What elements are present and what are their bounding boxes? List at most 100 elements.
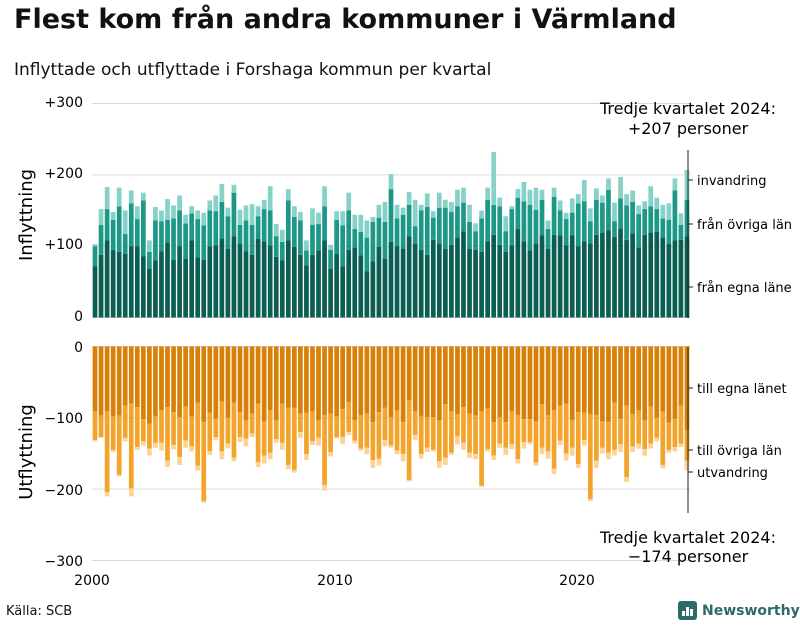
out-bar-egna [128, 346, 134, 404]
in-bar-utland [261, 199, 267, 210]
in-bar-utland [684, 169, 690, 200]
out-bar-ovriga [183, 406, 188, 441]
out-bar-egna [298, 346, 303, 414]
in-bar-egna [279, 260, 285, 318]
in-bar-utland [521, 181, 527, 202]
in-bar-ovriga [213, 211, 219, 246]
out-bar-egna [400, 346, 406, 423]
in-bar-egna [304, 265, 309, 318]
in-bar-ovriga [219, 201, 225, 239]
in-bar-ovriga [630, 201, 635, 234]
out-bar-egna [304, 346, 309, 413]
out-bar-ovriga [624, 405, 629, 478]
in-bar-utland [267, 186, 273, 211]
in-bar-ovriga [557, 210, 563, 236]
in-bar-utland [449, 201, 454, 212]
in-bar-egna [594, 234, 599, 318]
out-bar-egna [201, 346, 207, 423]
in-bar-utland [587, 208, 593, 222]
out-bar-utland [122, 437, 128, 442]
out-bar-utland [461, 442, 466, 450]
top-y-axis-title: Inflyttning [16, 169, 37, 261]
top-y-tick-label: +100 [45, 237, 83, 253]
out-bar-egna [352, 346, 358, 420]
out-bar-egna [140, 346, 146, 420]
in-bar-ovriga [104, 209, 110, 241]
in-bar-egna [400, 248, 406, 318]
out-bar-ovriga [418, 416, 424, 455]
in-bar-egna [171, 259, 176, 318]
in-bar-utland [231, 184, 237, 193]
in-bar-utland [473, 223, 478, 232]
out-bar-egna [394, 346, 400, 411]
in-bar-ovriga [672, 190, 678, 241]
in-bar-utland [443, 199, 448, 208]
in-bar-egna [461, 231, 466, 318]
in-bar-ovriga [654, 209, 660, 232]
top-y-tick-label: +200 [45, 166, 83, 182]
out-bar-utland [243, 438, 249, 447]
in-bar-ovriga [642, 209, 648, 235]
in-bar-egna [479, 251, 484, 318]
out-bar-utland [310, 441, 315, 445]
out-bar-utland [672, 447, 678, 452]
in-bar-utland [455, 189, 460, 207]
in-bar-utland [569, 198, 575, 213]
out-bar-egna [684, 346, 690, 430]
out-bar-ovriga [316, 419, 321, 438]
out-bar-egna [418, 346, 424, 417]
in-bar-egna [491, 234, 497, 318]
in-bar-egna [153, 260, 158, 318]
out-bar-ovriga [618, 418, 623, 445]
in-bar-ovriga [285, 200, 291, 241]
in-bar-egna [292, 246, 297, 318]
out-bar-utland [581, 439, 587, 446]
out-bar-utland [473, 454, 478, 460]
in-bar-utland [400, 207, 406, 215]
out-bar-ovriga [310, 411, 315, 442]
in-bar-egna [533, 243, 539, 318]
out-bar-egna [569, 346, 575, 420]
in-bar-egna [189, 240, 195, 318]
in-bar-ovriga [201, 225, 207, 260]
out-bar-ovriga [436, 420, 442, 462]
series-label-fran-egna-lane: från egna läne [697, 281, 792, 296]
in-bar-utland [461, 187, 466, 203]
out-bar-utland [503, 447, 509, 455]
in-bar-utland [147, 240, 152, 252]
in-bar-egna [666, 244, 672, 318]
in-bar-egna [195, 257, 201, 318]
in-bar-utland [612, 202, 617, 222]
out-bar-egna [624, 346, 629, 406]
out-bar-utland [328, 452, 333, 457]
out-bar-utland [539, 447, 545, 455]
out-bar-utland [491, 455, 497, 460]
out-bar-ovriga [551, 409, 557, 469]
in-bar-ovriga [551, 196, 557, 235]
in-bar-ovriga [455, 206, 460, 238]
in-bar-ovriga [424, 206, 430, 255]
out-bar-ovriga [563, 403, 569, 454]
out-bar-egna [461, 346, 466, 408]
bars-layer [92, 152, 690, 503]
in-bar-ovriga [153, 220, 158, 261]
out-bar-egna [455, 346, 460, 415]
in-bar-ovriga [195, 219, 201, 258]
out-bar-ovriga [122, 405, 128, 438]
out-bar-egna [473, 346, 478, 416]
out-bar-ovriga [539, 404, 545, 448]
out-bar-ovriga [243, 420, 249, 439]
out-bar-ovriga [219, 401, 225, 452]
out-bar-ovriga [104, 411, 110, 493]
out-bar-ovriga [509, 411, 515, 445]
out-bar-egna [231, 346, 237, 403]
in-bar-egna [122, 254, 128, 318]
out-bar-ovriga [461, 407, 466, 443]
out-bar-ovriga [684, 429, 690, 461]
out-bar-egna [147, 346, 152, 424]
in-bar-ovriga [261, 209, 267, 242]
out-bar-ovriga [255, 403, 261, 463]
out-bar-egna [285, 346, 291, 408]
in-bar-egna [110, 249, 116, 318]
out-bar-egna [479, 346, 484, 412]
